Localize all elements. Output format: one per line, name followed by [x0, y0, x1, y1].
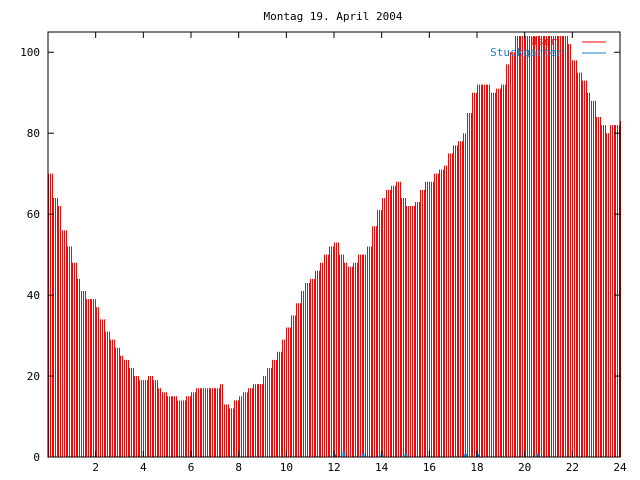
x-tick-label: 14	[375, 461, 389, 474]
legend-label-user: User	[531, 35, 558, 48]
series2-point	[535, 453, 539, 457]
legend: User Stuckgarter	[490, 35, 606, 59]
series-bars	[48, 36, 621, 457]
x-tick-label: 6	[188, 461, 195, 474]
x-tick-label: 4	[140, 461, 147, 474]
y-axis: 0 20 40 60 80 100	[20, 46, 620, 464]
series2-point	[342, 451, 346, 457]
x-tick-label: 20	[518, 461, 531, 474]
y-tick-label: 100	[20, 46, 40, 59]
y-tick-label: 40	[27, 289, 40, 302]
y-tick-label: 20	[27, 370, 40, 383]
series2-point	[361, 453, 365, 457]
x-tick-label: 2	[92, 461, 99, 474]
x-tick-label: 22	[566, 461, 579, 474]
x-axis: 2 4 6 8 10 12 14 16 18 20 22 24	[92, 32, 627, 474]
chart-title: Montag 19. April 2004	[263, 10, 402, 23]
x-tick-label: 12	[327, 461, 340, 474]
y-tick-label: 60	[27, 208, 40, 221]
x-tick-label: 18	[470, 461, 483, 474]
x-tick-label: 16	[423, 461, 436, 474]
y-tick-label: 80	[27, 127, 40, 140]
x-tick-label: 8	[235, 461, 242, 474]
x-tick-label: 24	[613, 461, 627, 474]
legend-label-stuckgarter: Stuckgarter	[490, 46, 563, 59]
y-tick-label: 0	[33, 451, 40, 464]
series2-point	[404, 453, 408, 457]
x-tick-label: 10	[280, 461, 293, 474]
series2-point	[464, 453, 468, 457]
